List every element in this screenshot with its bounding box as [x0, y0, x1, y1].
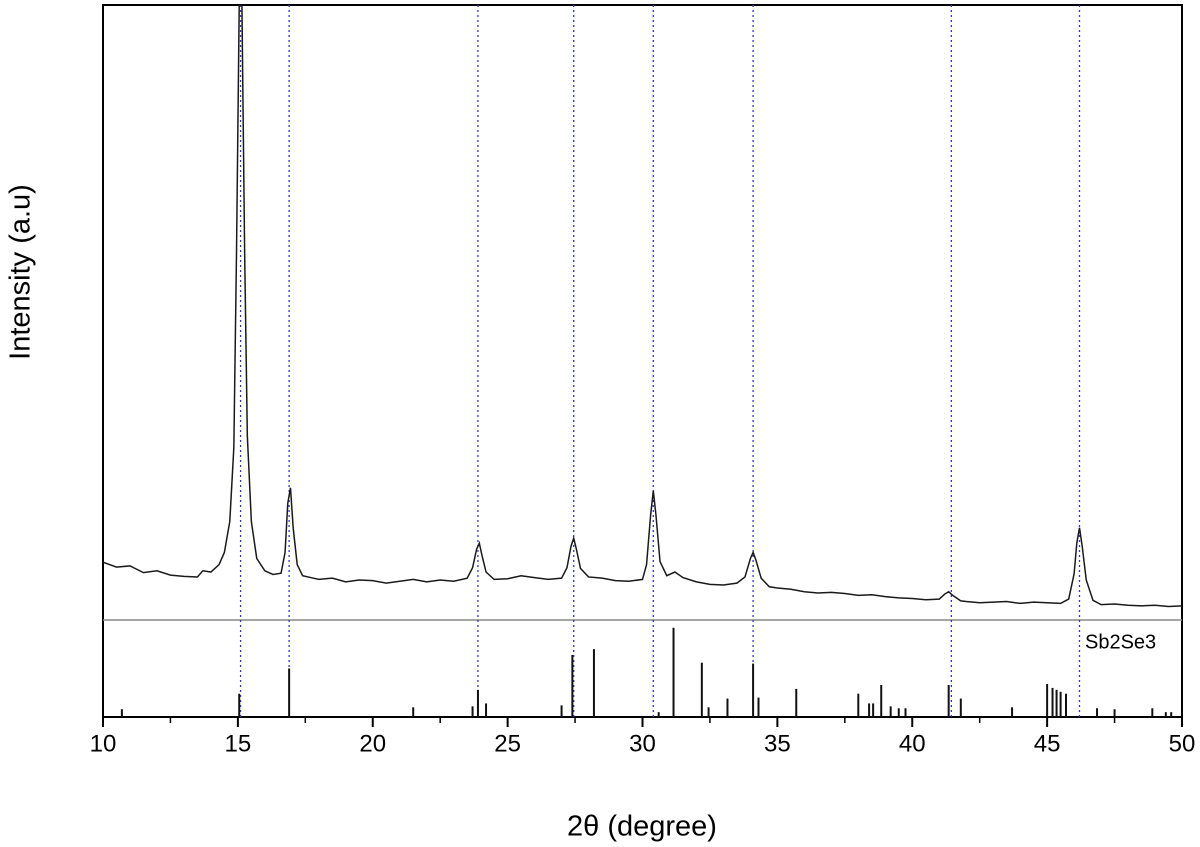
x-tick-label: 40	[899, 730, 926, 757]
x-tick-label: 10	[90, 730, 117, 757]
x-tick-label: 35	[764, 730, 791, 757]
x-tick-label: 45	[1034, 730, 1061, 757]
plot-frame	[102, 4, 1183, 718]
y-axis-title: Intensity (a.u)	[5, 184, 37, 360]
reference-label: Sb2Se3	[1085, 631, 1156, 653]
x-axis-title: 2θ (degree)	[567, 811, 717, 843]
x-tick-label: 50	[1169, 730, 1196, 757]
x-tick-label: 20	[359, 730, 386, 757]
line-group	[103, 5, 1182, 608]
x-tick-label: 30	[629, 730, 656, 757]
x-tick-label: 25	[494, 730, 521, 757]
diffraction-line	[103, 5, 1182, 608]
x-tick-label: 15	[225, 730, 252, 757]
